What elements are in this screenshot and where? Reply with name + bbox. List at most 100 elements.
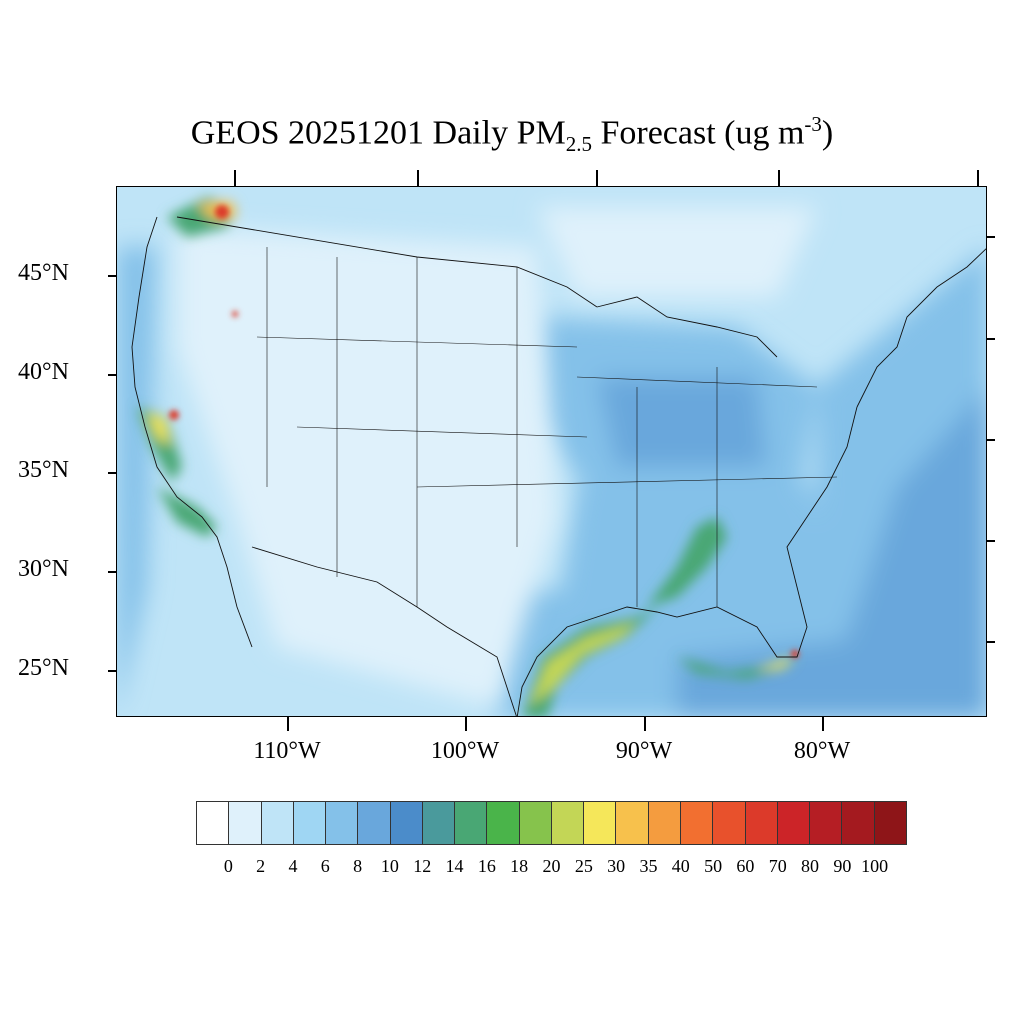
colorbar-label: 40 xyxy=(671,856,690,876)
title-rest: Forecast (ug m xyxy=(591,114,805,152)
colorbar-swatch xyxy=(777,802,811,844)
lat-label-30: 30°N xyxy=(18,556,69,582)
colorbar-swatch xyxy=(551,802,585,844)
northern-plains xyxy=(537,207,817,297)
colorbar-label: 0 xyxy=(223,856,233,876)
colorbar-swatch xyxy=(584,802,617,844)
lon-tick-110 xyxy=(287,717,289,731)
colorbar-label: 10 xyxy=(380,856,399,876)
colorbar-swatch xyxy=(842,802,875,844)
top-tick-5 xyxy=(977,170,979,186)
colorbar-swatch xyxy=(680,802,714,844)
lon-label-80: 80°W xyxy=(793,738,851,764)
colorbar-label: 18 xyxy=(510,856,529,876)
state-line-8 xyxy=(576,376,818,388)
pacific-coastline xyxy=(131,216,253,648)
colorbar-swatch xyxy=(422,802,456,844)
alabama-plume xyxy=(647,517,727,607)
right-tick-2 xyxy=(987,338,995,340)
colorbar-swatch xyxy=(713,802,746,844)
atlantic-deep xyxy=(817,389,986,716)
colorbar-swatch xyxy=(519,802,552,844)
colorbar-label: 25 xyxy=(574,856,593,876)
map-title: GEOS 20251201 Daily PM2.5 Forecast (ug m… xyxy=(0,112,1024,157)
hotspot-california xyxy=(169,410,179,420)
colorbar-label: 30 xyxy=(607,856,626,876)
colorbar-label: 35 xyxy=(639,856,658,876)
colorbar-label: 60 xyxy=(736,856,755,876)
colorbar-swatch xyxy=(261,802,294,844)
ohio-valley xyxy=(597,377,767,467)
right-tick-4 xyxy=(987,540,995,542)
hotspot-nevada xyxy=(232,311,238,317)
florida-plume-core xyxy=(757,657,795,669)
lon-tick-90 xyxy=(644,717,646,731)
colorbar-swatch xyxy=(487,802,520,844)
atlantic-coastline xyxy=(856,248,986,408)
gulf-plume-core xyxy=(529,622,637,707)
state-line-7 xyxy=(416,476,838,488)
colorbar-swatch xyxy=(616,802,649,844)
central-ca-core xyxy=(147,412,169,447)
pm25-field xyxy=(117,187,986,716)
interior-west xyxy=(177,227,557,707)
colorbar-swatch xyxy=(197,802,230,844)
hotspot-washington xyxy=(215,205,229,219)
gulf-deep xyxy=(677,637,877,716)
colorbar-swatch xyxy=(745,802,778,844)
colorbar-label: 4 xyxy=(288,856,298,876)
title-main: GEOS 20251201 Daily PM xyxy=(190,114,566,152)
colorbar-label: 20 xyxy=(542,856,561,876)
colorbar-label: 14 xyxy=(445,856,464,876)
colorbar-label: 50 xyxy=(704,856,723,876)
lon-tick-80 xyxy=(822,717,824,731)
title-superscript: -3 xyxy=(804,112,822,136)
top-tick-2 xyxy=(417,170,419,186)
lat-tick-45 xyxy=(108,275,116,277)
colorbar-swatch xyxy=(810,802,843,844)
florida-plume xyxy=(677,655,797,679)
colorbar-swatch xyxy=(229,802,262,844)
colorbar-swatch xyxy=(358,802,391,844)
colorbar-label: 12 xyxy=(413,856,432,876)
colorbar-label: 8 xyxy=(353,856,363,876)
right-tick-3 xyxy=(987,439,995,441)
colorbar-swatch xyxy=(648,802,681,844)
colorbar-swatch xyxy=(293,802,327,844)
state-line-6 xyxy=(296,426,588,438)
colorbar xyxy=(196,801,907,845)
top-tick-4 xyxy=(778,170,780,186)
lat-tick-30 xyxy=(108,571,116,573)
colorbar-label: 2 xyxy=(256,856,266,876)
right-tick-5 xyxy=(987,641,995,643)
lat-tick-35 xyxy=(108,472,116,474)
colorbar-label: 80 xyxy=(801,856,820,876)
lon-label-90: 90°W xyxy=(615,738,673,764)
lon-label-100: 100°W xyxy=(430,738,500,764)
colorbar-label: 70 xyxy=(768,856,787,876)
lat-label-45: 45°N xyxy=(18,260,69,286)
colorbar-swatch xyxy=(455,802,488,844)
title-subscript: 2.5 xyxy=(565,132,592,157)
gulf-coastline xyxy=(516,406,858,716)
lat-tick-40 xyxy=(108,374,116,376)
lat-tick-25 xyxy=(108,670,116,672)
lat-label-25: 25°N xyxy=(18,655,69,681)
right-tick-1 xyxy=(987,236,995,238)
state-line-5 xyxy=(256,336,578,348)
pacific-region xyxy=(117,247,157,716)
lat-label-40: 40°N xyxy=(18,359,69,385)
colorbar-label: 90 xyxy=(833,856,852,876)
socal-plume xyxy=(157,487,217,537)
title-close: ) xyxy=(821,114,834,152)
top-tick-1 xyxy=(234,170,236,186)
lon-label-110: 110°W xyxy=(253,738,321,764)
map-panel xyxy=(116,186,987,717)
colorbar-label: 100 xyxy=(861,856,889,876)
colorbar-label: 16 xyxy=(477,856,496,876)
colorbar-swatch xyxy=(326,802,359,844)
colorbar-label: 6 xyxy=(320,856,330,876)
colorbar-swatch xyxy=(390,802,423,844)
lon-tick-100 xyxy=(465,717,467,731)
great-lakes xyxy=(596,296,778,358)
